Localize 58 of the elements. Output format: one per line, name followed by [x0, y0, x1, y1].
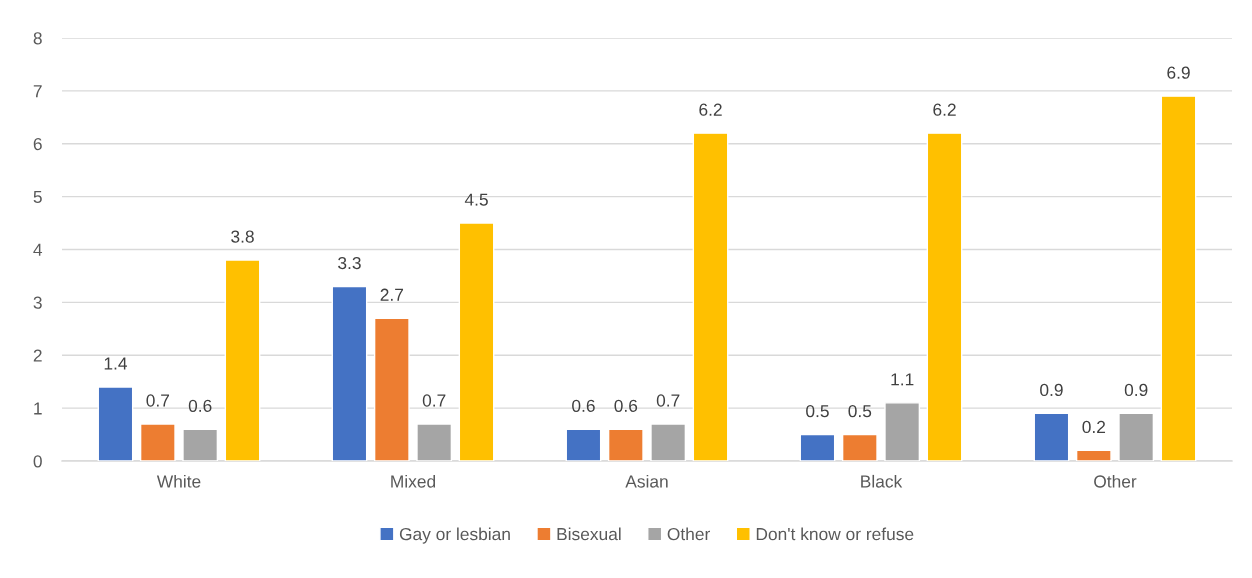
data-label: 0.7 [422, 394, 446, 407]
x-tick-label: Mixed [391, 474, 436, 488]
legend-label: Bisexual [557, 527, 621, 541]
x-tick-label: Asian [625, 474, 668, 488]
x-tick-label: White [156, 474, 201, 488]
y-tick-label: 0 [33, 455, 42, 468]
y-tick-label: 2 [33, 349, 42, 362]
data-label: 4.5 [464, 193, 488, 206]
x-tick-label: Other [1094, 474, 1137, 488]
bar [799, 433, 836, 461]
data-label: 0.9 [1124, 383, 1148, 397]
data-label: 1.1 [891, 373, 914, 386]
bar [1118, 412, 1155, 461]
y-tick-label: 4 [33, 243, 43, 256]
data-label: 1.4 [104, 357, 128, 370]
bar [1160, 95, 1197, 461]
bar [182, 428, 219, 461]
bar [139, 423, 176, 461]
bar [416, 423, 453, 461]
y-tick-label: 1 [34, 402, 42, 415]
y-tick-label: 8 [33, 32, 42, 45]
y-tick-label: 7 [33, 85, 42, 98]
bar [692, 132, 729, 461]
bar [373, 317, 410, 461]
y-tick-label: 6 [33, 137, 42, 151]
y-tick-label: 5 [33, 190, 42, 204]
bar [884, 402, 921, 461]
bar [565, 428, 602, 461]
data-label: 0.5 [848, 404, 872, 418]
legend-label: Other [667, 527, 710, 541]
data-label: 6.9 [1167, 66, 1190, 79]
data-label: 6.2 [933, 103, 956, 116]
data-label: 0.6 [572, 399, 595, 412]
bar [458, 222, 495, 461]
data-label: 0.7 [146, 394, 170, 407]
bar [607, 428, 644, 461]
data-label: 0.6 [188, 399, 212, 412]
data-label: 0.9 [1040, 383, 1063, 397]
bar [331, 285, 368, 461]
bar [1075, 449, 1112, 461]
legend-label: Don't know or refuse [756, 527, 914, 541]
bar [224, 259, 261, 461]
bar [926, 132, 963, 461]
bar [1033, 412, 1070, 461]
data-label: 0.7 [656, 394, 680, 407]
data-label: 3.8 [231, 230, 254, 243]
bar [97, 386, 134, 461]
data-label: 3.3 [338, 256, 361, 270]
bar [650, 423, 687, 461]
x-tick-label: Black [861, 474, 903, 488]
data-label: 0.6 [614, 399, 638, 412]
data-label: 0.5 [806, 404, 829, 418]
data-label: 0.2 [1082, 420, 1106, 434]
y-tick-label: 3 [33, 296, 42, 309]
data-label: 2.7 [380, 288, 404, 301]
legend-label: Gay or lesbian [399, 527, 510, 544]
data-label: 6.2 [699, 103, 722, 116]
bar [841, 433, 878, 461]
